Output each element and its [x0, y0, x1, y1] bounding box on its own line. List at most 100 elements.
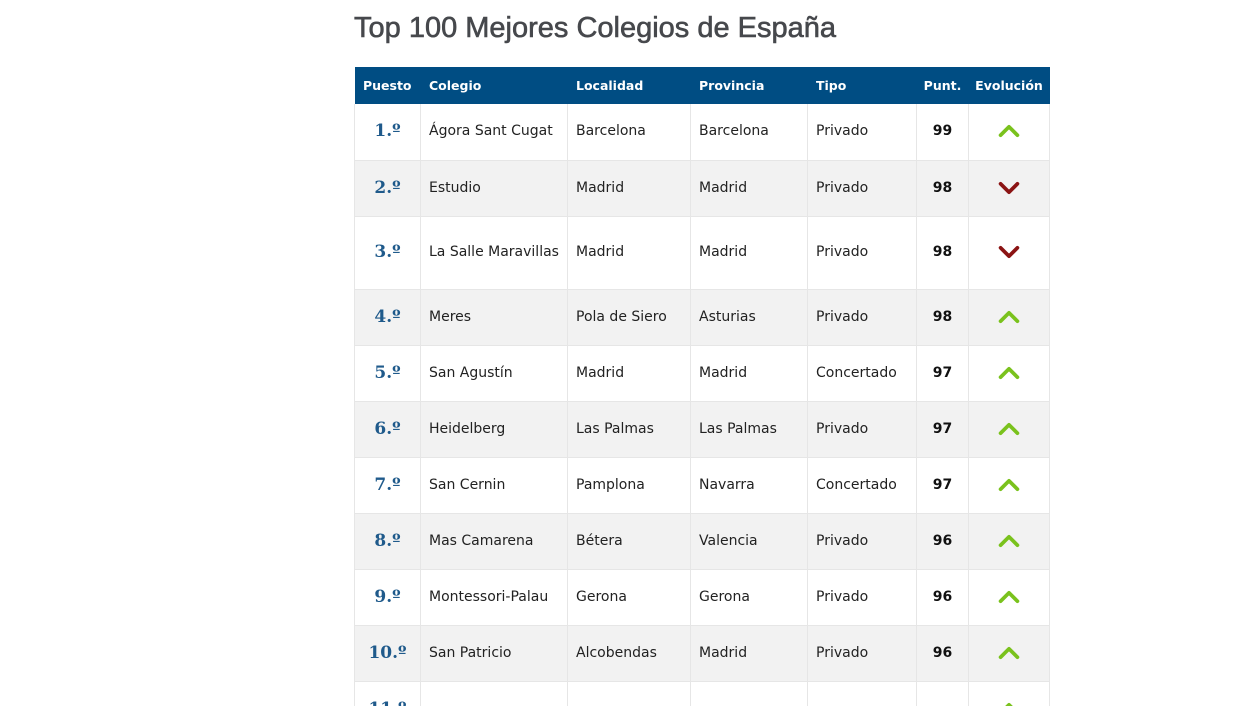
cell-tipo [807, 681, 917, 706]
cell-puntuacion: 97 [916, 345, 969, 402]
cell-evolucion [968, 569, 1050, 626]
chevron-up-icon [998, 534, 1020, 547]
cell-tipo: Privado [807, 160, 917, 217]
cell-colegio: San Patricio [420, 625, 568, 682]
cell-evolucion [968, 216, 1050, 290]
cell-evolucion [968, 104, 1050, 161]
cell-provincia: Las Palmas [690, 401, 808, 458]
cell-localidad: Bétera [567, 513, 691, 570]
cell-puntuacion: 97 [916, 401, 969, 458]
table-row: 9.º Montessori-Palau Gerona Gerona Privado 96 [354, 569, 1050, 626]
cell-puesto: 10.º [354, 625, 421, 682]
table-row: 7.º San Cernin Pamplona Navarra Concertado 97 [354, 457, 1050, 514]
header-colegio: Colegio [420, 67, 568, 104]
header-puesto: Puesto [354, 67, 421, 104]
cell-tipo: Privado [807, 104, 917, 161]
table-row: 2.º Estudio Madrid Madrid Privado 98 [354, 160, 1050, 217]
cell-tipo: Privado [807, 625, 917, 682]
cell-tipo: Concertado [807, 345, 917, 402]
cell-puntuacion: 96 [916, 513, 969, 570]
chevron-up-icon [998, 478, 1020, 491]
cell-provincia [690, 681, 808, 706]
cell-colegio: San Agustín [420, 345, 568, 402]
cell-evolucion [968, 513, 1050, 570]
cell-localidad: Madrid [567, 216, 691, 290]
header-puntuacion: Punt. [916, 67, 969, 104]
cell-localidad: Madrid [567, 345, 691, 402]
table-row: 1.º Ágora Sant Cugat Barcelona Barcelona Pri… [354, 104, 1050, 161]
cell-colegio: San Cernin [420, 457, 568, 514]
table-header: Puesto Colegio Localidad Provincia Tipo … [354, 67, 1050, 104]
cell-tipo: Privado [807, 216, 917, 290]
chevron-down-icon [998, 245, 1020, 259]
chevron-down-icon [998, 181, 1020, 194]
cell-localidad: Las Palmas [567, 401, 691, 458]
cell-provincia: Madrid [690, 625, 808, 682]
cell-localidad: Madrid [567, 160, 691, 217]
cell-tipo: Privado [807, 513, 917, 570]
cell-tipo: Privado [807, 569, 917, 626]
cell-puesto: 8.º [354, 513, 421, 570]
cell-colegio: Heidelberg [420, 401, 568, 458]
cell-puntuacion: 96 [916, 625, 969, 682]
cell-provincia: Madrid [690, 160, 808, 217]
cell-provincia: Madrid [690, 216, 808, 290]
cell-provincia: Navarra [690, 457, 808, 514]
table-row: 6.º Heidelberg Las Palmas Las Palmas Privado… [354, 401, 1050, 458]
cell-evolucion [968, 625, 1050, 682]
cell-localidad: Barcelona [567, 104, 691, 161]
cell-evolucion [968, 681, 1050, 706]
table-row: 11.º [354, 681, 1050, 706]
cell-puntuacion: 99 [916, 104, 969, 161]
table-header-row: Puesto Colegio Localidad Provincia Tipo … [354, 67, 1050, 104]
cell-colegio: Ágora Sant Cugat [420, 104, 568, 161]
cell-puntuacion: 96 [916, 569, 969, 626]
table-row: 8.º Mas Camarena Bétera Valencia Privado 96 [354, 513, 1050, 570]
cell-colegio: Estudio [420, 160, 568, 217]
cell-colegio: Montessori-Palau [420, 569, 568, 626]
cell-puesto: 6.º [354, 401, 421, 458]
cell-puntuacion: 98 [916, 289, 969, 346]
cell-puntuacion: 97 [916, 457, 969, 514]
cell-tipo: Concertado [807, 457, 917, 514]
cell-puesto: 7.º [354, 457, 421, 514]
table-row: 4.º Meres Pola de Siero Asturias Privado 98 [354, 289, 1050, 346]
table-body: 1.º Ágora Sant Cugat Barcelona Barcelona Pri… [354, 104, 1050, 706]
cell-localidad: Alcobendas [567, 625, 691, 682]
cell-puesto: 2.º [354, 160, 421, 217]
table-row: 5.º San Agustín Madrid Madrid Concertado 97 [354, 345, 1050, 402]
cell-evolucion [968, 457, 1050, 514]
chevron-up-icon [998, 366, 1020, 379]
cell-tipo: Privado [807, 401, 917, 458]
cell-puntuacion: 98 [916, 160, 969, 217]
cell-puesto: 3.º [354, 216, 421, 290]
cell-colegio [420, 681, 568, 706]
cell-puesto: 11.º [354, 681, 421, 706]
cell-evolucion [968, 345, 1050, 402]
cell-localidad [567, 681, 691, 706]
cell-puntuacion [916, 681, 969, 706]
cell-provincia: Valencia [690, 513, 808, 570]
cell-provincia: Asturias [690, 289, 808, 346]
header-provincia: Provincia [690, 67, 808, 104]
cell-provincia: Madrid [690, 345, 808, 402]
cell-provincia: Barcelona [690, 104, 808, 161]
cell-puesto: 1.º [354, 104, 421, 161]
chevron-up-icon [1004, 702, 1014, 706]
cell-colegio: La Salle Maravillas [420, 216, 568, 290]
cell-puesto: 4.º [354, 289, 421, 346]
cell-puntuacion: 98 [916, 216, 969, 290]
cell-evolucion [968, 289, 1050, 346]
cell-localidad: Pamplona [567, 457, 691, 514]
page-title: Top 100 Mejores Colegios de España [354, 12, 837, 45]
cell-puesto: 9.º [354, 569, 421, 626]
table-row: 10.º San Patricio Alcobendas Madrid Privado 9… [354, 625, 1050, 682]
chevron-up-icon [998, 590, 1020, 603]
cell-localidad: Pola de Siero [567, 289, 691, 346]
chevron-up-icon [998, 646, 1020, 659]
cell-evolucion [968, 401, 1050, 458]
cell-provincia: Gerona [690, 569, 808, 626]
cell-tipo: Privado [807, 289, 917, 346]
cell-colegio: Meres [420, 289, 568, 346]
